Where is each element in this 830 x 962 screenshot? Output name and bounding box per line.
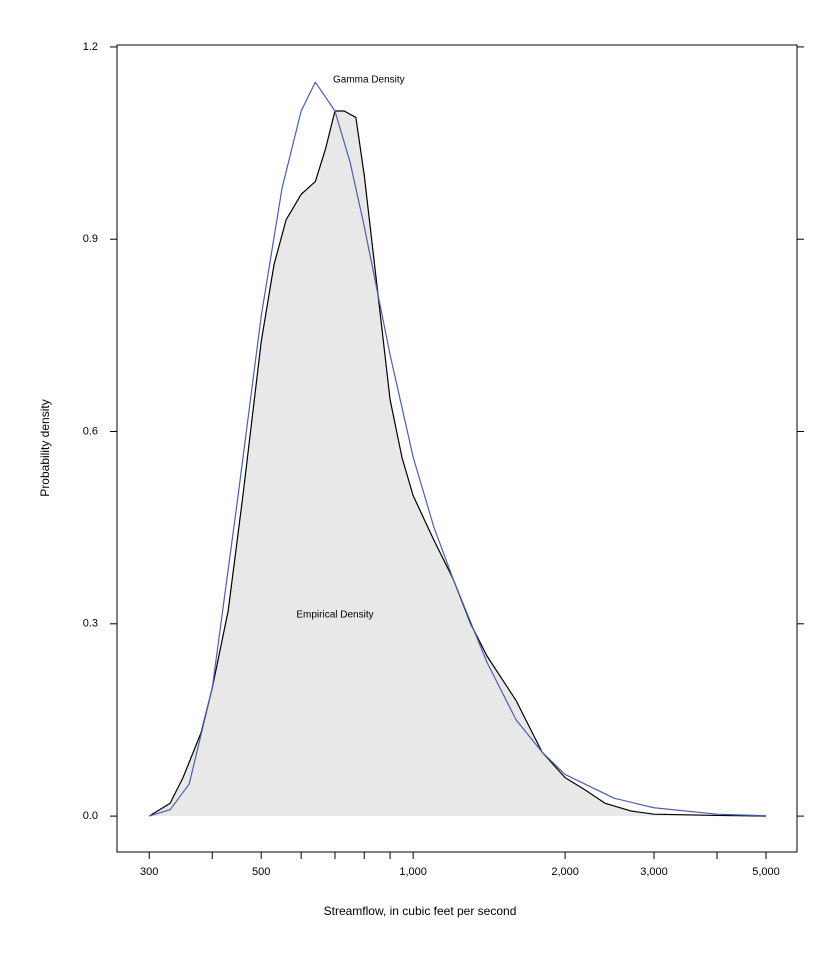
x-axis-label: Streamflow, in cubic feet per second [324, 904, 517, 918]
y-tick-label: 0.0 [83, 810, 98, 822]
y-tick-label: 1.2 [83, 41, 98, 53]
y-tick-label: 0.6 [83, 425, 98, 437]
x-tick-label: 2,000 [551, 866, 579, 878]
density-area [149, 111, 766, 817]
x-tick-label: 5,000 [752, 866, 780, 878]
x-tick-label: 1,000 [399, 866, 427, 878]
x-tick-label: 300 [140, 866, 158, 878]
plot-frame [116, 44, 798, 853]
density-line [148, 110, 766, 817]
density-line [149, 81, 766, 817]
series-annotation: Empirical Density [296, 610, 373, 621]
x-tick-label: 500 [252, 866, 270, 878]
y-tick-label: 0.9 [83, 233, 98, 245]
y-tick-label: 0.3 [83, 618, 98, 630]
series-annotation: Gamma Density [333, 75, 405, 86]
y-axis-label: Probability density [38, 399, 52, 496]
x-tick-label: 3,000 [640, 866, 668, 878]
